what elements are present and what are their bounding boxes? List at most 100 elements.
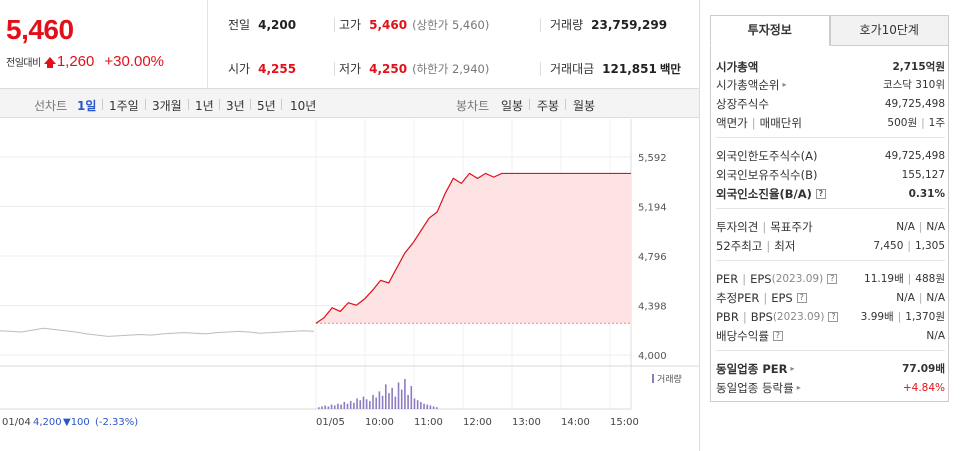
divider — [334, 18, 335, 32]
divider — [250, 99, 251, 110]
x-tick-label: 01/05 — [316, 417, 345, 428]
line-chart-label: 선차트 — [34, 99, 68, 113]
volume-bar — [416, 400, 419, 409]
volume-bar — [353, 402, 355, 409]
tab-investment-info[interactable]: 투자정보 — [710, 15, 830, 46]
row-foreign-hold: 외국인보유주식수(B) 155,127 — [716, 167, 945, 182]
volume-bar — [432, 406, 435, 409]
stat-low: 저가 4,250 (하한가 2,940) — [339, 62, 490, 76]
row-est-per: 추정PER | EPS? N/A | N/A — [716, 290, 945, 305]
price-chart: 5,592 5,194 4,796 4,398 4,000 거래량 01/04 01/05 10… — [0, 119, 699, 451]
row-rank: 시가총액순위 ▸ 코스닥 310위 — [716, 77, 945, 92]
divider — [716, 260, 945, 261]
volume-bar — [340, 404, 342, 409]
volume-bar — [321, 406, 323, 409]
divider — [219, 99, 220, 110]
volume-bar — [388, 393, 390, 409]
divider — [102, 99, 103, 110]
volume-bar — [372, 394, 374, 409]
info-panel: 투자정보 호가10단계 시가총액 2,715억원 시가총액순위 ▸ 코스닥 310… — [700, 0, 961, 451]
volume-bar — [410, 386, 413, 409]
volume-bar — [413, 398, 416, 409]
help-icon[interactable]: ? — [827, 273, 838, 284]
volume-bar — [426, 404, 429, 409]
help-icon[interactable]: ? — [815, 188, 826, 199]
y-tick-label: 5,592 — [638, 153, 667, 164]
price-summary: 5,460 전일대비 1,260 +30.00% — [0, 0, 208, 88]
x-tick-label: 15:00 — [610, 417, 639, 428]
change-amount: 1,260 — [56, 53, 95, 70]
x-tick-label: 10:00 — [365, 417, 394, 428]
quote-area: 5,460 전일대비 1,260 +30.00% 전일 4,200 고가 5,4… — [0, 0, 700, 451]
volume-bar — [404, 379, 406, 409]
volume-legend-label: 거래량 — [657, 373, 682, 385]
volume-legend-swatch — [652, 374, 654, 383]
volume-bar — [436, 407, 438, 409]
volume-bar — [337, 403, 339, 409]
caret-right-icon: ▸ — [782, 80, 787, 89]
volume-bar — [327, 406, 330, 409]
row-foreign-limit: 외국인한도주식수(A) 49,725,498 — [716, 148, 945, 163]
divider — [716, 137, 945, 138]
caret-right-icon: ▸ — [790, 364, 795, 373]
row-per: PER | EPS (2023.09)? 11.19배 | 488원 — [716, 271, 945, 286]
period-3m[interactable]: 3개월 — [152, 99, 182, 113]
help-icon[interactable]: ? — [772, 330, 783, 341]
volume-bar — [349, 401, 352, 409]
candle-chart-label: 봉차트 — [456, 99, 490, 113]
volume-bar — [381, 395, 384, 409]
period-3y[interactable]: 3년 — [226, 99, 245, 113]
row-shares: 상장주식수 49,725,498 — [716, 96, 945, 111]
chart-toolbar: 선차트 1일 1주일 3개월 1년 3년 5년 10년 봉차트 일봉 주봉 월봉 — [0, 88, 699, 118]
period-1d[interactable]: 1일 — [77, 99, 97, 113]
row-52w: 52주최고 | 최저 7,450 | 1,305 — [716, 238, 945, 253]
volume-bar — [333, 405, 336, 409]
divider — [540, 62, 541, 76]
candle-weekly[interactable]: 주봉 — [537, 99, 560, 113]
info-table: 시가총액 2,715억원 시가총액순위 ▸ 코스닥 310위 상장주식수 49,7… — [710, 46, 949, 402]
stat-high: 고가 5,460 (상한가 5,460) — [339, 18, 490, 32]
tab-order-book[interactable]: 호가10단계 — [829, 15, 949, 46]
y-tick-label: 4,398 — [638, 302, 667, 313]
y-tick-label: 5,194 — [638, 203, 667, 214]
divider — [188, 99, 189, 110]
divider — [540, 18, 541, 32]
row-dividend: 배당수익률? N/A — [716, 328, 945, 343]
change-row: 전일대비 1,260 +30.00% — [6, 53, 164, 70]
prev-close-percent: (-2.33%) — [95, 417, 138, 428]
candle-monthly[interactable]: 월봉 — [573, 99, 596, 113]
help-icon[interactable]: ? — [796, 292, 807, 303]
divider — [145, 99, 146, 110]
volume-bar — [429, 405, 432, 409]
period-1w[interactable]: 1주일 — [109, 99, 139, 113]
info-tabs: 투자정보 호가10단계 — [710, 15, 949, 46]
period-5y[interactable]: 5년 — [257, 99, 276, 113]
current-price: 5,460 — [6, 14, 74, 45]
volume-bar — [384, 384, 387, 409]
chart-svg: 5,592 5,194 4,796 4,398 4,000 거래량 01/04 01/05 10… — [0, 119, 699, 428]
prev-day-line — [0, 327, 315, 337]
row-opinion: 투자의견 | 목표주가 N/A | N/A — [716, 219, 945, 234]
today-area — [316, 173, 631, 324]
volume-bar — [375, 397, 378, 409]
volume-bar — [423, 403, 425, 409]
volume-bar — [362, 396, 365, 409]
volume-bar — [318, 407, 320, 409]
row-pbr: PBR | BPS (2023.09)? 3.99배 | 1,370원 — [716, 309, 945, 324]
x-tick-label: 01/04 — [2, 417, 31, 428]
period-1y[interactable]: 1년 — [195, 99, 214, 113]
period-10y[interactable]: 10년 — [290, 99, 317, 113]
volume-bar — [400, 389, 403, 409]
change-percent: +30.00% — [104, 53, 164, 70]
row-industry-change: 동일업종 등락률 ▸ +4.84% — [716, 380, 945, 395]
today-line — [315, 172, 631, 324]
x-tick-label: 11:00 — [414, 417, 443, 428]
candle-daily[interactable]: 일봉 — [501, 99, 524, 113]
help-icon[interactable]: ? — [828, 311, 839, 322]
volume-bar — [365, 399, 368, 409]
volume-bar — [369, 401, 371, 409]
x-tick-label: 12:00 — [463, 417, 492, 428]
volume-bar — [420, 401, 422, 409]
up-arrow-icon — [43, 57, 56, 68]
prev-close-change: ▼100 — [63, 417, 90, 428]
